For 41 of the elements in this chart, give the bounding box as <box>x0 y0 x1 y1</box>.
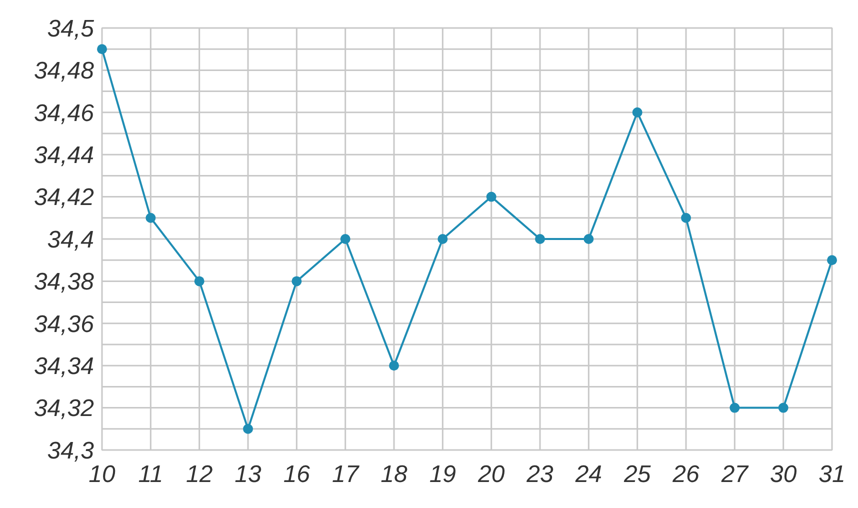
point <box>535 234 545 244</box>
y-tick-label: 34,38 <box>34 268 95 296</box>
x-tick-label: 27 <box>720 461 750 488</box>
y-tick-label: 34,34 <box>34 353 94 380</box>
y-tick-label: 34,4 <box>47 226 94 254</box>
point <box>389 360 399 371</box>
point <box>340 234 350 244</box>
point <box>243 424 253 434</box>
y-tick-label: 34,46 <box>34 100 95 127</box>
y-tick-label: 34,48 <box>34 58 95 85</box>
x-tick-label: 16 <box>283 461 311 488</box>
x-tick-label: 24 <box>574 461 602 488</box>
x-tick-label: 17 <box>332 461 360 488</box>
y-tick-label: 34,44 <box>34 142 94 169</box>
y-tick-label: 34,42 <box>34 184 94 212</box>
x-tick-label: 25 <box>622 461 652 488</box>
x-tick-label: 26 <box>672 461 700 488</box>
x-tick-label: 18 <box>380 461 408 488</box>
x-tick-label: 13 <box>234 461 262 488</box>
point <box>827 255 837 266</box>
point <box>146 212 156 223</box>
y-tick-label: 34,5 <box>47 15 95 42</box>
point <box>632 107 642 118</box>
x-tick-label: 23 <box>526 461 554 488</box>
x-tick-label: 11 <box>138 461 164 488</box>
point <box>438 234 448 244</box>
x-tick-label: 19 <box>429 461 456 488</box>
point <box>681 212 691 223</box>
x-tick-label: 31 <box>818 461 846 488</box>
x-tick-label: 20 <box>476 461 506 488</box>
point <box>778 402 788 413</box>
point <box>486 192 496 202</box>
point <box>97 44 107 54</box>
y-tick-label: 34,32 <box>34 395 94 422</box>
point <box>730 402 740 413</box>
point <box>194 276 204 286</box>
point <box>292 276 302 286</box>
y-tick-label: 34,36 <box>34 310 95 338</box>
point <box>584 234 594 244</box>
x-tick-label: 12 <box>186 461 213 488</box>
x-tick-label: 30 <box>770 461 798 488</box>
